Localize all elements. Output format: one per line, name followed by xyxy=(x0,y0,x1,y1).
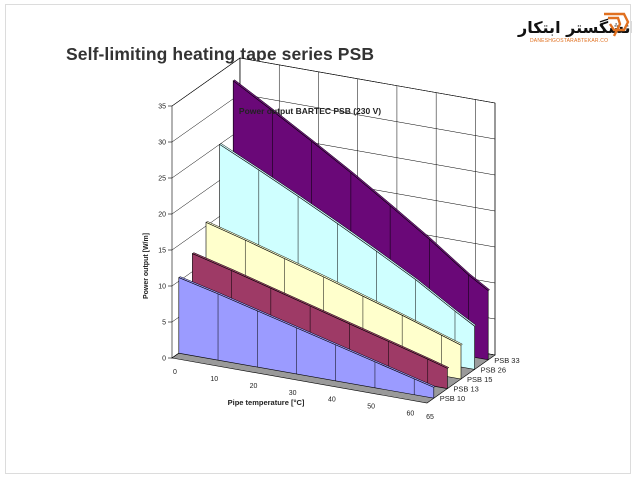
company-logo: دانشگستر ابتکار xyxy=(517,12,632,37)
x-tick-label: 0 xyxy=(173,369,177,376)
series-psb-10 xyxy=(178,276,436,399)
chart-title: Power output BARTEC PSB (230 V) xyxy=(239,106,381,116)
y-tick-label: 30 xyxy=(158,140,166,147)
y-tick-label: 20 xyxy=(158,212,166,219)
slide-title: Self-limiting heating tape series PSB xyxy=(66,44,375,64)
y-tick-label: 0 xyxy=(162,356,166,363)
x-tick-label: 65 xyxy=(426,414,434,421)
x-tick-label: 30 xyxy=(289,390,297,397)
slide-frame xyxy=(5,4,631,474)
y-axis-label: Power output [W/m] xyxy=(143,233,150,299)
y-tick-label: 25 xyxy=(158,176,166,183)
x-tick-label: 20 xyxy=(250,383,258,390)
series-label: PSB 10 xyxy=(440,394,465,403)
series-label: PSB 15 xyxy=(467,375,492,384)
y-tick-label: 15 xyxy=(158,248,166,255)
chart-series xyxy=(178,79,491,399)
series-label: PSB 26 xyxy=(481,365,506,374)
x-tick-label: 60 xyxy=(406,411,414,418)
y-tick-label: 10 xyxy=(158,284,166,291)
x-tick-label: 10 xyxy=(210,376,218,383)
logo-main-text: دانشگستر ابتکار xyxy=(517,18,632,37)
x-tick-label: 50 xyxy=(367,404,375,411)
series-label: PSB 13 xyxy=(453,385,478,394)
series-label: PSB 33 xyxy=(494,356,519,365)
logo-subtext: DANESHGOSTARABTEKAR.CO xyxy=(530,38,609,44)
x-axis-label: Pipe temperature [°C] xyxy=(228,398,305,407)
x-tick-label: 40 xyxy=(328,397,336,404)
logo-emblem-icon xyxy=(604,12,630,32)
y-tick-label: 5 xyxy=(162,320,166,327)
y-tick-label: 35 xyxy=(158,104,166,111)
